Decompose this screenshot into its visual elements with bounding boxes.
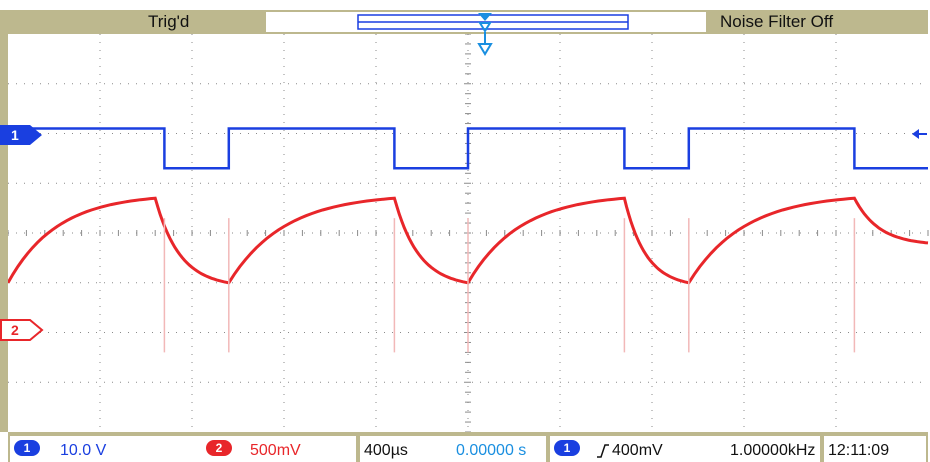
trigger-readout: 1 400mV 1.00000kHz: [550, 436, 820, 462]
clock-readout: 12:11:09: [824, 436, 926, 462]
rising-edge-icon: [597, 444, 609, 458]
status-bar: Trig'd Noise Filter Off: [8, 10, 928, 34]
ch1-trace: [8, 127, 928, 170]
trigger-arrow-icon[interactable]: [476, 12, 494, 58]
record-view-bracket: [357, 14, 629, 30]
trigger-status: Trig'd: [148, 12, 190, 31]
trigger-level[interactable]: 400mV: [612, 442, 663, 459]
trigger-source-badge[interactable]: 1: [554, 440, 580, 456]
ch1-scale[interactable]: 10.0 V: [60, 442, 107, 459]
ch1-badge[interactable]: 1: [14, 440, 40, 456]
ch1-marker-label: 1: [11, 127, 19, 143]
left-rail: [0, 10, 8, 432]
ch2-ground-marker[interactable]: 2: [0, 319, 44, 341]
trigger-position[interactable]: 0.00000 s: [456, 442, 527, 459]
channel-readouts: 1 10.0 V 2 500mV: [10, 436, 356, 462]
frequency-readout: 1.00000kHz: [730, 442, 816, 459]
noise-filter-status: Noise Filter Off: [720, 12, 834, 31]
trigger-level-icon[interactable]: [910, 128, 928, 140]
ch2-scale[interactable]: 500mV: [250, 442, 301, 459]
timebase-readout: 400µs 0.00000 s: [360, 436, 546, 462]
ch2-marker-label: 2: [11, 322, 19, 338]
ch1-ground-marker[interactable]: 1: [0, 124, 44, 146]
clock: 12:11:09: [828, 442, 890, 459]
readout-bar: 1 10.0 V 2 500mV 400µs 0.00000 s 1 400mV…: [8, 432, 928, 462]
traces: [6, 127, 929, 353]
ch2-badge[interactable]: 2: [206, 440, 232, 456]
timebase-scale[interactable]: 400µs: [364, 442, 408, 459]
